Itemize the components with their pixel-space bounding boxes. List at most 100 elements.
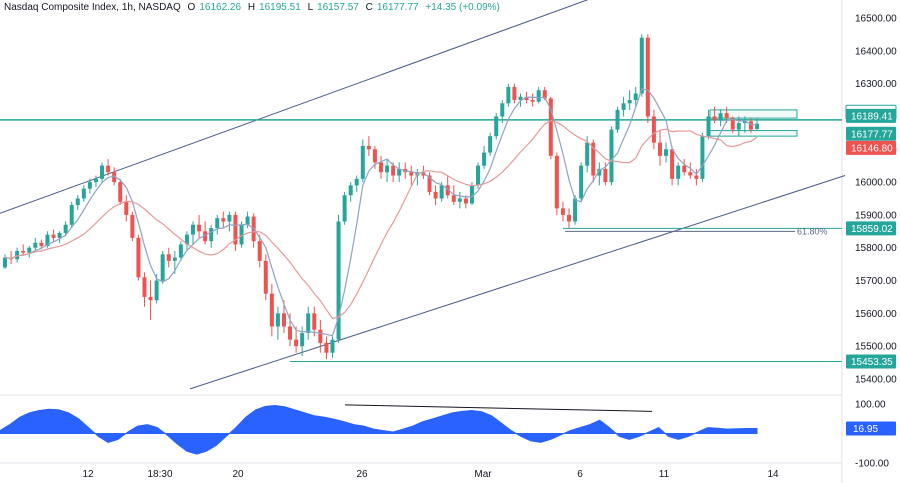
candle-body bbox=[263, 260, 268, 294]
candle-body bbox=[379, 162, 383, 173]
fib-label: 61.80% bbox=[797, 226, 828, 236]
candle-body bbox=[482, 152, 487, 166]
price-label-box bbox=[846, 126, 896, 141]
zone-lower-box bbox=[709, 130, 798, 137]
price-label-box bbox=[846, 140, 896, 155]
time-tick-label: 6 bbox=[577, 469, 583, 480]
symbol-title[interactable]: Nasdaq Composite Index, 1h, NASDAQ bbox=[4, 2, 181, 13]
candle-body bbox=[69, 205, 74, 225]
candle-body bbox=[488, 136, 493, 153]
candle-body bbox=[676, 165, 681, 179]
candle-body bbox=[421, 172, 426, 176]
candle-body bbox=[651, 116, 656, 143]
candle-body bbox=[178, 244, 183, 258]
price-label-box bbox=[846, 108, 896, 123]
candle-body bbox=[142, 277, 147, 297]
chart-header: Nasdaq Composite Index, 1h, NASDAQ O 1616… bbox=[4, 2, 504, 13]
candle-body bbox=[360, 145, 365, 179]
candle-body bbox=[197, 224, 202, 232]
candle-body bbox=[560, 208, 565, 215]
osc-tick-label: -100.00 bbox=[855, 459, 889, 470]
zone-upper-box bbox=[709, 109, 798, 119]
price-tick-label: 16300.00 bbox=[855, 79, 897, 90]
price-label-box bbox=[846, 221, 896, 236]
open-value: 16162.26 bbox=[199, 2, 242, 13]
time-tick-label: 14 bbox=[767, 469, 779, 480]
candle-body bbox=[148, 296, 153, 301]
candle-body bbox=[294, 339, 299, 347]
price-tick-label: 15800.00 bbox=[855, 243, 897, 254]
candle-body bbox=[112, 172, 117, 183]
price-label-text: 16189.41 bbox=[851, 111, 893, 122]
candle-body bbox=[63, 224, 68, 233]
candle-body bbox=[130, 214, 135, 238]
candle-body bbox=[700, 136, 705, 179]
candle-body bbox=[573, 198, 578, 222]
candle-body bbox=[579, 165, 584, 199]
candle-body bbox=[354, 178, 359, 186]
candle-body bbox=[191, 224, 195, 235]
candle-body bbox=[712, 116, 717, 120]
ma-slow-line bbox=[4, 120, 758, 320]
candle-body bbox=[233, 214, 238, 245]
candle-body bbox=[615, 109, 620, 130]
candle-body bbox=[567, 214, 571, 222]
candle-body bbox=[742, 121, 747, 124]
low-value: 16157.57 bbox=[317, 2, 359, 13]
price-tick-label: 15600.00 bbox=[855, 309, 897, 320]
change-value: +14.35 (+0.09%) bbox=[425, 2, 500, 13]
candle-body bbox=[530, 100, 535, 102]
candle-body bbox=[748, 121, 753, 130]
high-label: H bbox=[247, 2, 256, 13]
candle-body bbox=[87, 182, 92, 189]
osc-value-box bbox=[846, 421, 896, 436]
price-label-text: 15453.35 bbox=[851, 357, 893, 368]
price-label-text: 16177.77 bbox=[851, 129, 893, 140]
candle-body bbox=[348, 185, 353, 196]
candle-body bbox=[694, 175, 699, 179]
candle-body bbox=[548, 98, 553, 156]
candle-body bbox=[427, 175, 432, 192]
candle-body bbox=[3, 257, 7, 268]
candle-body bbox=[15, 251, 20, 260]
candle-body bbox=[215, 218, 220, 229]
candle-body bbox=[324, 342, 329, 353]
candle-body bbox=[451, 195, 456, 202]
close-value: 16177.77 bbox=[376, 2, 419, 13]
candle-body bbox=[633, 93, 638, 101]
candle-body bbox=[27, 247, 32, 253]
candle-body bbox=[275, 313, 280, 327]
candle-body bbox=[336, 221, 341, 340]
candle-body bbox=[730, 118, 735, 130]
candle-body bbox=[706, 116, 711, 137]
open-label: O bbox=[187, 2, 196, 13]
price-tick-label: 15900.00 bbox=[855, 210, 897, 221]
candle-body bbox=[645, 37, 650, 117]
candle-body bbox=[621, 103, 626, 110]
candle-body bbox=[506, 86, 511, 104]
candle-body bbox=[209, 228, 214, 242]
candle-body bbox=[184, 234, 189, 245]
candle-body bbox=[106, 165, 111, 173]
candle-body bbox=[300, 333, 305, 347]
candle-body bbox=[172, 257, 177, 261]
candle-body bbox=[639, 37, 644, 94]
candle-body bbox=[591, 142, 596, 176]
candle-body bbox=[57, 232, 62, 238]
candle-body bbox=[627, 100, 632, 104]
low-label: L bbox=[307, 2, 314, 13]
candle-body bbox=[718, 113, 723, 120]
price-tick-label: 16400.00 bbox=[855, 46, 897, 57]
candle-body bbox=[463, 198, 468, 204]
time-tick-label: Mar bbox=[474, 469, 492, 480]
candle-body bbox=[257, 241, 262, 261]
candle-body bbox=[397, 168, 402, 176]
candle-body bbox=[118, 182, 123, 202]
candle-body bbox=[136, 237, 141, 278]
candle-body bbox=[554, 155, 559, 209]
high-value: 16195.51 bbox=[259, 2, 301, 13]
candle-body bbox=[306, 313, 311, 334]
candle-body bbox=[609, 129, 614, 183]
candle-body bbox=[664, 149, 669, 156]
